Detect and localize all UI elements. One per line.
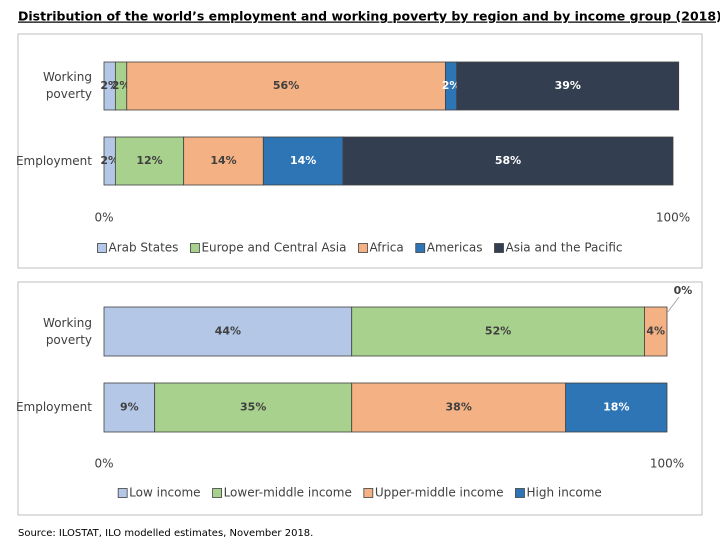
value-label: 0%: [674, 284, 693, 297]
category-label: Working poverty: [43, 70, 92, 101]
value-label: 38%: [446, 401, 472, 414]
bar-segment: [183, 136, 264, 186]
bar-segment: [126, 61, 446, 111]
legend-swatch: [97, 243, 107, 253]
legend-swatch: [117, 488, 128, 498]
bar-segment: [351, 382, 567, 433]
value-label: 56%: [273, 79, 299, 92]
category-label: Employment: [15, 400, 92, 414]
legend-swatch: [212, 488, 222, 498]
x-tick-label: 100%: [650, 457, 684, 471]
value-label: 9%: [120, 401, 139, 414]
bar-segment: [351, 306, 645, 357]
value-label: 35%: [240, 401, 266, 414]
x-tick-label: 100%: [656, 211, 690, 225]
legend-label: Africa: [370, 241, 404, 255]
value-label: 12%: [136, 154, 162, 167]
category-label: Working poverty: [43, 315, 92, 347]
bar-segment: [644, 306, 668, 357]
legend-label: High income: [526, 486, 601, 500]
value-label: 14%: [290, 154, 316, 167]
source: Source: ILOSTAT, ILO modelled estimates,…: [18, 528, 313, 539]
legend-swatch: [494, 243, 504, 253]
legend-label: Upper-middle income: [375, 486, 504, 500]
value-label: 18%: [603, 401, 629, 414]
legend-swatch: [190, 243, 200, 253]
bar-segment: [565, 382, 668, 433]
page-title: Distribution of the world’s employment a…: [18, 9, 720, 24]
legend-label: Low income: [129, 486, 200, 500]
value-label: 4%: [646, 325, 665, 338]
value-label: 52%: [485, 325, 511, 338]
value-label: 2%: [442, 79, 461, 92]
value-label: 2%: [100, 154, 119, 167]
legend-swatch: [415, 243, 426, 253]
value-label: 14%: [210, 154, 236, 167]
legend-label: Europe and Central Asia: [201, 241, 346, 255]
category-label: Employment: [15, 153, 92, 168]
bar-segment: [342, 136, 674, 186]
leader-line: [666, 296, 680, 314]
legend-swatch: [515, 488, 525, 498]
value-label: 58%: [495, 154, 521, 167]
value-label: 2%: [100, 79, 119, 92]
panel-border: [17, 281, 703, 516]
legend-label: Asia and the Pacific: [506, 241, 623, 255]
bar-segment: [103, 306, 353, 357]
bar-segment: [154, 382, 353, 433]
x-tick-label: 0%: [94, 211, 113, 225]
legend-swatch: [363, 488, 374, 498]
legend-label: Arab States: [108, 241, 178, 255]
x-tick-label: 0%: [94, 457, 113, 471]
bar-segment: [262, 136, 344, 186]
panel-border: [17, 33, 703, 269]
legend-label: Lower-middle income: [224, 486, 352, 500]
bar-segment: [456, 61, 680, 111]
value-label: 39%: [555, 79, 581, 92]
legend-label: Americas: [427, 241, 483, 255]
bar-segment: [114, 136, 185, 186]
value-label: 2%: [112, 79, 131, 92]
legend-swatch: [358, 243, 368, 253]
bar-segment: [103, 382, 156, 433]
value-label: 44%: [215, 325, 241, 338]
